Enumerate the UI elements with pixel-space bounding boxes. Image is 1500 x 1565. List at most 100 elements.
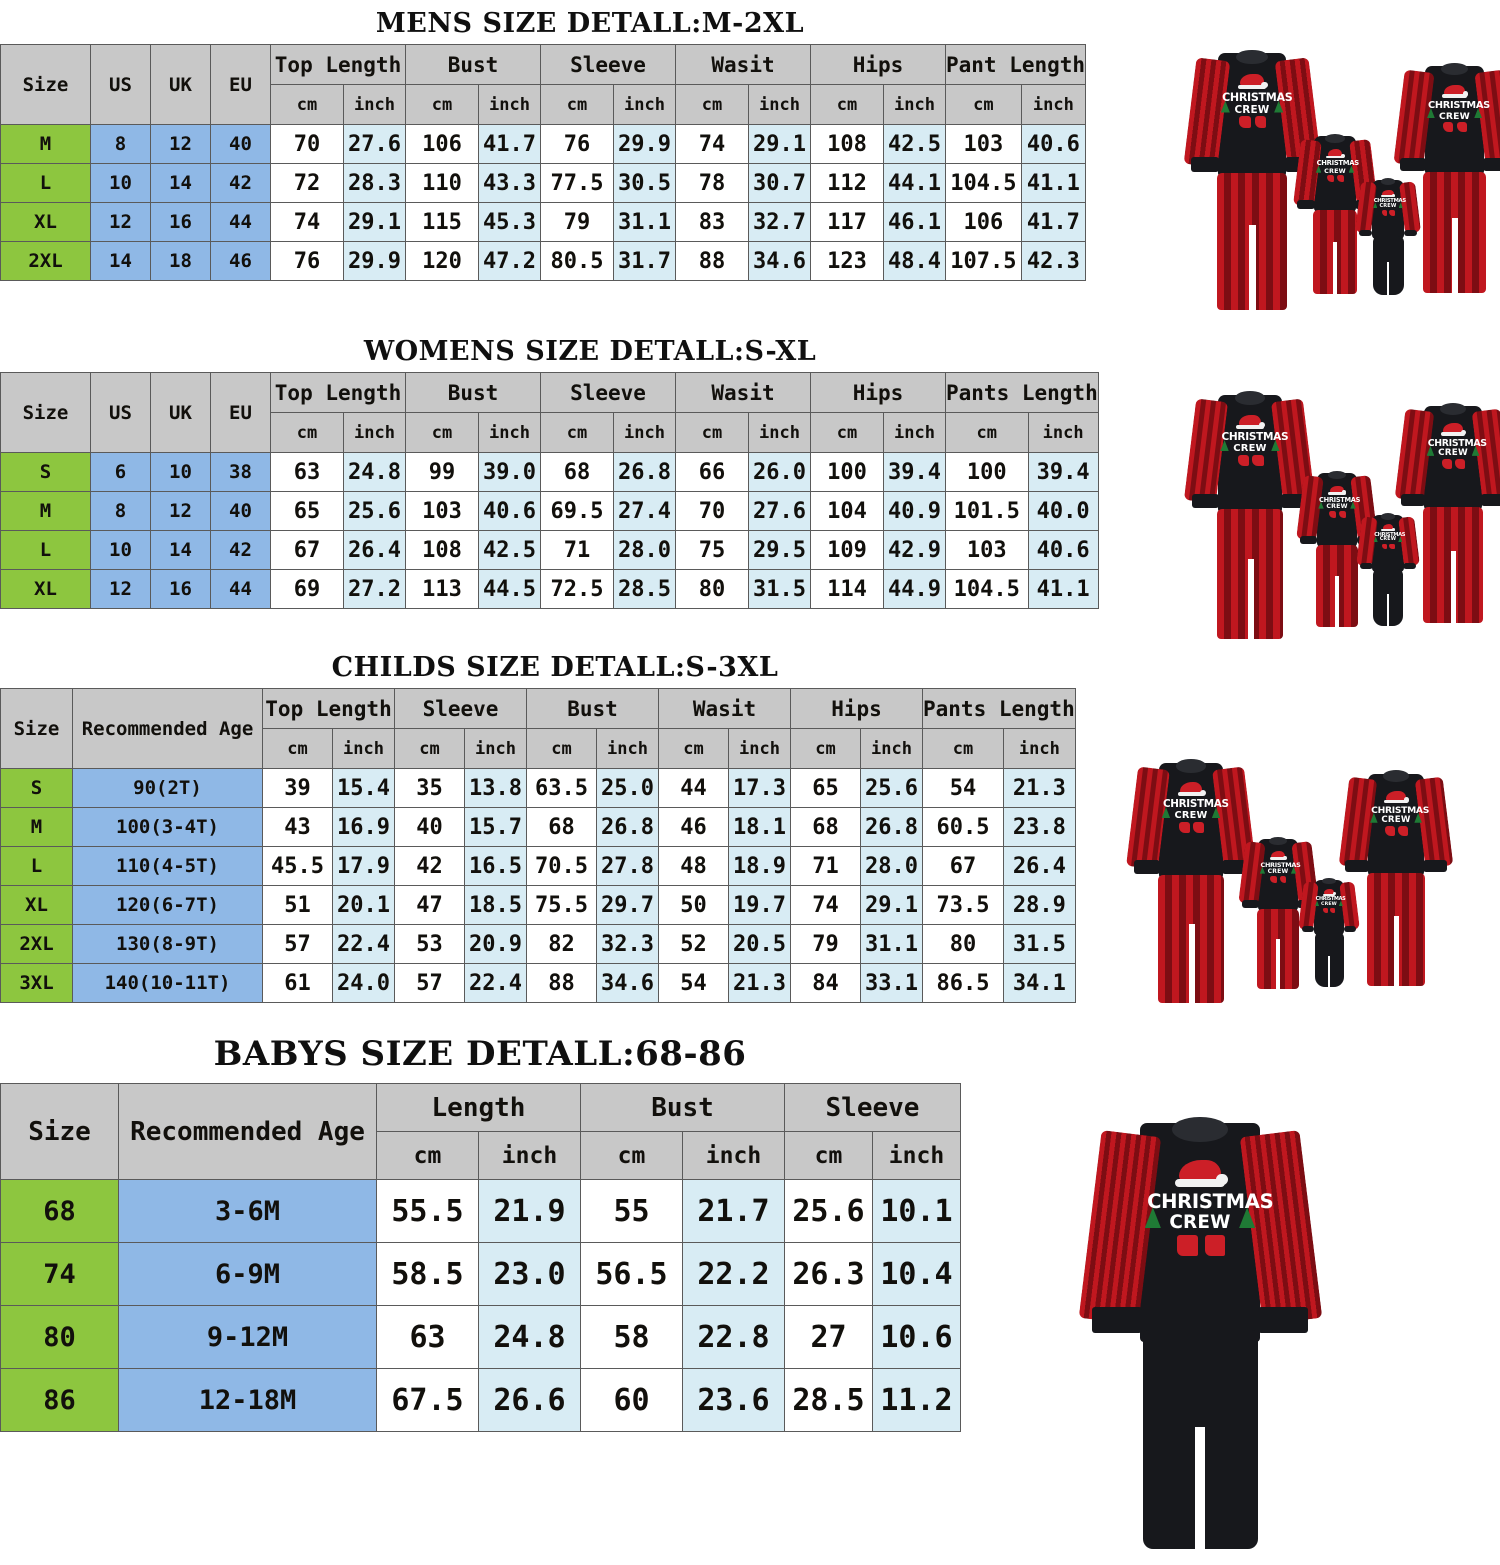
cuff-left — [1360, 563, 1373, 570]
cell-size: XL — [1, 203, 91, 242]
cell-value-inch: 39.0 — [479, 453, 541, 492]
cuff-right — [1258, 1307, 1309, 1332]
womens-table-title: WOMENS SIZE DETALL:S-XL — [0, 336, 1180, 367]
cell-value-cm: 79 — [541, 203, 614, 242]
cell-value-inch: 30.5 — [614, 164, 676, 203]
santa-hat-pom — [1200, 790, 1206, 796]
cell-value-inch: 27.2 — [344, 570, 406, 609]
chest-graphic: CHRISTMAS CREW — [1319, 486, 1355, 519]
cell-value-inch: 26.8 — [861, 808, 923, 847]
boot-icon-right — [1330, 908, 1335, 913]
cell-size: 80 — [1, 1306, 119, 1369]
col-header-eu: EU — [211, 45, 271, 125]
neckline — [1176, 759, 1205, 772]
cell-value-cm: 51 — [263, 886, 333, 925]
cell-value-inch: 26.8 — [597, 808, 659, 847]
cell-value-cm: 73.5 — [923, 886, 1004, 925]
unit-header-inch: inch — [873, 1132, 961, 1180]
product-photo-family-set-1: CHRISTMAS CREW CHRISTMAS CREW CH — [1185, 35, 1495, 335]
unit-header-cm: cm — [791, 729, 861, 769]
neckline — [1381, 513, 1395, 520]
col-header-recommended-age: Recommended Age — [119, 1084, 377, 1180]
boot-icon-right — [1280, 876, 1287, 883]
graphic-line-2: CREW — [1147, 1214, 1253, 1232]
chest-graphic: CHRISTMAS CREW — [1428, 85, 1481, 134]
cell-size-code: 6 — [91, 453, 151, 492]
cell-value-inch: 10.6 — [873, 1306, 961, 1369]
unit-header-cm: cm — [527, 729, 597, 769]
cell-value-cm: 57 — [395, 964, 465, 1003]
col-header-us: US — [91, 373, 151, 453]
cell-value-cm: 115 — [406, 203, 479, 242]
cell-recommended-age: 140(10-11T) — [73, 964, 263, 1003]
cell-value-inch: 22.2 — [683, 1243, 785, 1306]
cuff-left — [1359, 230, 1373, 237]
cell-recommended-age: 3-6M — [119, 1180, 377, 1243]
unit-header-cm: cm — [271, 413, 344, 453]
boot-icon-left — [1442, 459, 1452, 469]
cell-value-inch: 31.1 — [614, 203, 676, 242]
unit-header-cm: cm — [811, 85, 884, 125]
cell-value-cm: 101.5 — [946, 492, 1029, 531]
cell-value-inch: 31.5 — [749, 570, 811, 609]
cell-recommended-age: 12-18M — [119, 1369, 377, 1432]
cuff-left — [1191, 157, 1220, 171]
cell-value-inch: 39.4 — [884, 453, 946, 492]
boot-icon-right — [1455, 459, 1465, 469]
womens-size-table: Size US UK EU Top Length Bust Sleeve Was… — [0, 372, 1099, 609]
pajama-figure: CHRISTMAS CREW — [1130, 753, 1252, 1009]
cell-value-cm: 45.5 — [263, 847, 333, 886]
santa-hat-pom — [1463, 91, 1469, 97]
cell-size: 3XL — [1, 964, 73, 1003]
graphic-line-1: CHRISTMAS — [1428, 439, 1479, 448]
leg-gap — [1189, 924, 1195, 1005]
cell-value-cm: 55 — [581, 1180, 683, 1243]
cell-value-inch: 17.9 — [333, 847, 395, 886]
santa-hat-pom — [1461, 430, 1467, 436]
cell-value-cm: 67.5 — [377, 1369, 479, 1432]
cell-value-inch: 27.8 — [597, 847, 659, 886]
leg-gap — [1333, 242, 1337, 295]
col-header-eu: EU — [211, 373, 271, 453]
cell-size-code: 14 — [151, 531, 211, 570]
cell-size: XL — [1, 570, 91, 609]
cell-value-inch: 29.7 — [597, 886, 659, 925]
cell-value-inch: 41.1 — [1021, 164, 1085, 203]
group-header-hips: Hips — [811, 373, 946, 413]
cell-value-inch: 25.6 — [344, 492, 406, 531]
cell-value-cm: 71 — [541, 531, 614, 570]
cell-value-cm: 67 — [271, 531, 344, 570]
cell-size-code: 14 — [91, 242, 151, 281]
santa-hat-pom — [1392, 194, 1395, 197]
cell-value-inch: 28.5 — [614, 570, 676, 609]
col-header-us: US — [91, 45, 151, 125]
group-header-wasit: Wasit — [676, 45, 811, 85]
cell-size-code: 44 — [211, 203, 271, 242]
cell-value-cm: 72.5 — [541, 570, 614, 609]
santa-hat-pom — [1259, 422, 1265, 428]
cell-value-inch: 18.9 — [729, 847, 791, 886]
product-photo-family-set-2: CHRISTMAS CREW CHRISTMAS CREW CH — [1180, 375, 1500, 655]
pajama-figure: CHRISTMAS CREW — [1398, 397, 1500, 628]
cell-value-cm: 104.5 — [946, 570, 1029, 609]
boot-icon-left — [1270, 876, 1277, 883]
cell-value-cm: 63 — [377, 1306, 479, 1369]
cell-value-inch: 10.1 — [873, 1180, 961, 1243]
col-header-size: Size — [1, 373, 91, 453]
unit-header-inch: inch — [683, 1132, 785, 1180]
boot-icon-left — [1238, 455, 1249, 466]
graphic-line-2: CREW — [1319, 504, 1355, 510]
neckline — [1440, 403, 1466, 415]
boot-icon-left — [1443, 122, 1453, 132]
leg-gap — [1328, 956, 1330, 988]
cell-value-inch: 31.1 — [861, 925, 923, 964]
cell-value-cm: 76 — [541, 125, 614, 164]
cell-recommended-age: 100(3-4T) — [73, 808, 263, 847]
cell-value-cm: 106 — [406, 125, 479, 164]
